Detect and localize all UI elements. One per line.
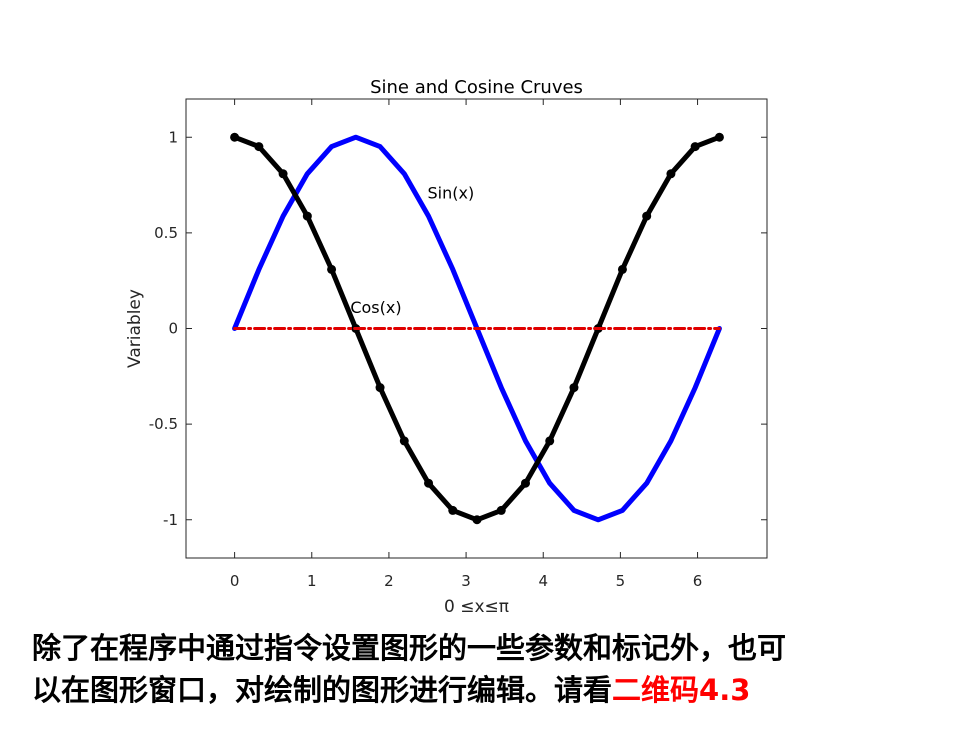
x-tick-label-1: 1 bbox=[307, 572, 317, 590]
y-tick-label-1: -0.5 bbox=[149, 415, 178, 433]
cosine-point-2 bbox=[278, 169, 288, 179]
chart: 0 1 2 3 4 5 6 -1 -0.5 0 0.5 1 Sine and Cosine Cruves… bbox=[125, 77, 768, 617]
x-tick-label-3: 3 bbox=[461, 572, 471, 590]
y-axis-label: Variabley bbox=[125, 289, 145, 368]
cosine-point-9 bbox=[448, 505, 458, 515]
x-tick-label-2: 2 bbox=[384, 572, 394, 590]
chart-title: Sine and Cosine Cruves bbox=[370, 77, 583, 98]
cosine-annotation: Cos(x) bbox=[350, 298, 401, 317]
cosine-point-7 bbox=[399, 436, 409, 446]
y-tick-label-4: 1 bbox=[168, 128, 178, 146]
y-tick-label-3: 0.5 bbox=[154, 224, 178, 242]
caption-line-2: 以在图形窗口，对绘制的图形进行编辑。请看二维码4.3 bbox=[32, 670, 750, 710]
x-tick-label-6: 6 bbox=[693, 572, 703, 590]
y-tick-label-0: -1 bbox=[163, 511, 178, 529]
x-tick-label-0: 0 bbox=[230, 572, 240, 590]
x-tick-label-5: 5 bbox=[616, 572, 626, 590]
y-tick-label-2: 0 bbox=[168, 320, 178, 338]
cosine-point-8 bbox=[424, 478, 434, 488]
cosine-point-4 bbox=[327, 264, 337, 274]
cosine-point-6 bbox=[375, 383, 385, 393]
cosine-point-1 bbox=[254, 142, 264, 152]
caption-line-1: 除了在程序中通过指令设置图形的一些参数和标记外，也可 bbox=[32, 631, 787, 665]
sine-annotation: Sin(x) bbox=[428, 183, 475, 202]
cosine-point-14 bbox=[569, 383, 579, 393]
cosine-point-10 bbox=[472, 515, 482, 525]
cosine-point-13 bbox=[545, 436, 555, 446]
cosine-point-3 bbox=[302, 211, 312, 221]
cosine-point-17 bbox=[642, 211, 652, 221]
cosine-point-19 bbox=[690, 142, 700, 152]
cosine-point-12 bbox=[520, 478, 530, 488]
qr-code-reference: 二维码4.3 bbox=[612, 673, 751, 707]
cosine-point-16 bbox=[617, 264, 627, 274]
cosine-point-11 bbox=[496, 505, 506, 515]
cosine-point-0 bbox=[230, 132, 240, 142]
x-axis-label: 0 ≤x≤π bbox=[444, 597, 509, 617]
caption-line-2-text: 以在图形窗口，对绘制的图形进行编辑。请看 bbox=[32, 673, 613, 707]
cosine-point-18 bbox=[666, 169, 676, 179]
x-tick-label-4: 4 bbox=[538, 572, 548, 590]
cosine-point-20 bbox=[714, 132, 724, 142]
